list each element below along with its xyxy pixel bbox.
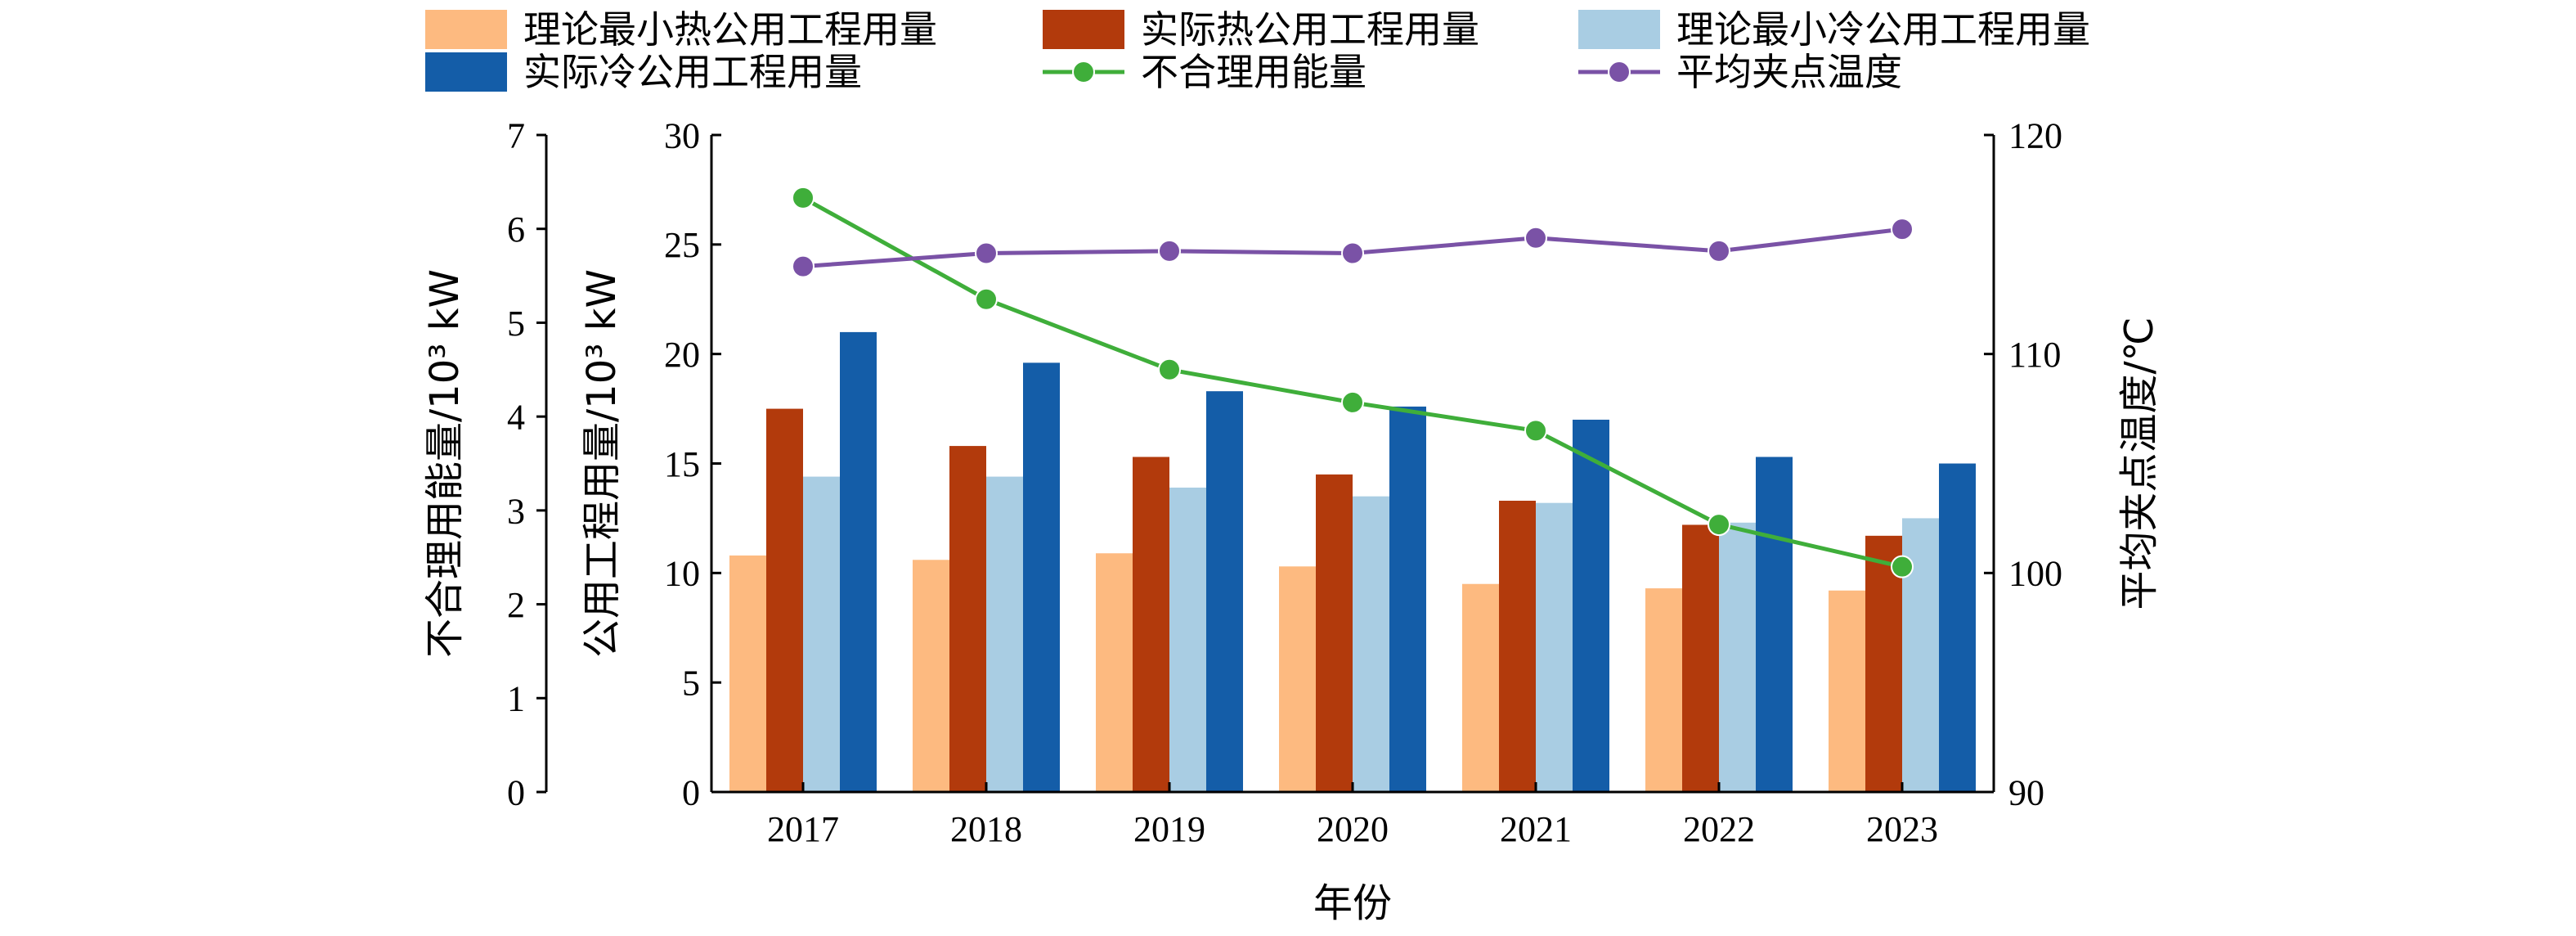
bar-actual-hot-2020 bbox=[1316, 474, 1353, 792]
bar-actual-cold-2018 bbox=[1023, 362, 1060, 793]
point-irrational-2019 bbox=[1158, 358, 1181, 381]
bar-theory-cold-2018 bbox=[986, 476, 1023, 792]
x-tick-label: 2021 bbox=[1500, 809, 1572, 849]
inner-left-tick-label: 5 bbox=[682, 664, 700, 704]
point-pinch-2017 bbox=[792, 254, 815, 278]
outer-left-axis-title: 不合理用能量/10³ kW bbox=[422, 269, 468, 658]
legend-label: 实际冷公用工程用量 bbox=[523, 50, 862, 94]
outer-left-tick-label: 1 bbox=[507, 679, 525, 719]
bar-theory-hot-2022 bbox=[1645, 588, 1682, 792]
bar-theory-hot-2018 bbox=[913, 560, 949, 792]
right-axis-title: 平均夹点温度/℃ bbox=[2116, 317, 2162, 610]
bar-actual-cold-2019 bbox=[1206, 391, 1243, 792]
point-irrational-2022 bbox=[1708, 513, 1730, 537]
inner-left-tick-label: 10 bbox=[664, 554, 700, 594]
point-irrational-2018 bbox=[975, 287, 998, 311]
bar-actual-cold-2021 bbox=[1573, 419, 1609, 792]
bar-actual-hot-2017 bbox=[766, 408, 803, 792]
outer-left-tick-label: 0 bbox=[507, 772, 525, 812]
point-irrational-2017 bbox=[792, 186, 815, 209]
point-pinch-2022 bbox=[1708, 239, 1730, 263]
bar-actual-cold-2020 bbox=[1389, 406, 1426, 792]
point-irrational-2021 bbox=[1524, 419, 1547, 443]
point-pinch-2018 bbox=[975, 241, 998, 265]
point-pinch-2020 bbox=[1341, 241, 1364, 265]
x-tick-label: 2022 bbox=[1683, 809, 1755, 849]
inner-left-tick-label: 25 bbox=[664, 225, 700, 265]
bar-actual-hot-2021 bbox=[1499, 501, 1536, 792]
legend-swatch-actual_cold bbox=[425, 52, 507, 92]
legend-label: 不合理用能量 bbox=[1141, 50, 1367, 94]
inner-left-tick-label: 20 bbox=[664, 335, 700, 375]
bar-theory-cold-2020 bbox=[1353, 496, 1389, 792]
point-irrational-2023 bbox=[1891, 555, 1914, 578]
point-pinch-2019 bbox=[1158, 239, 1181, 263]
x-tick-label: 2019 bbox=[1133, 809, 1205, 849]
inner-left-axis-title: 公用工程用量/10³ kW bbox=[579, 269, 625, 658]
right-tick-label: 110 bbox=[2008, 335, 2061, 375]
right-tick-label: 90 bbox=[2008, 772, 2044, 812]
x-tick-label: 2023 bbox=[1866, 809, 1938, 849]
outer-left-tick-label: 2 bbox=[507, 585, 525, 625]
bar-theory-hot-2019 bbox=[1096, 553, 1133, 792]
legend-swatch-actual_hot bbox=[1043, 10, 1124, 49]
bar-theory-cold-2022 bbox=[1719, 522, 1756, 792]
bar-theory-cold-2019 bbox=[1169, 487, 1206, 792]
inner-left-tick-label: 15 bbox=[664, 444, 700, 484]
bar-actual-hot-2019 bbox=[1133, 457, 1169, 792]
inner-left-tick-label: 0 bbox=[682, 772, 700, 812]
inner-left-tick-label: 30 bbox=[664, 115, 700, 155]
outer-left-tick-label: 3 bbox=[507, 491, 525, 531]
legend-marker-pinch bbox=[1608, 61, 1631, 83]
bar-actual-cold-2023 bbox=[1939, 463, 1976, 792]
bar-actual-hot-2018 bbox=[949, 446, 986, 792]
x-tick-label: 2017 bbox=[767, 809, 839, 849]
bar-theory-hot-2023 bbox=[1829, 590, 1865, 792]
legend-label: 实际热公用工程用量 bbox=[1141, 7, 1479, 52]
x-tick-label: 2020 bbox=[1317, 809, 1389, 849]
bar-actual-hot-2022 bbox=[1682, 524, 1719, 792]
bar-theory-hot-2021 bbox=[1462, 583, 1499, 792]
bar-theory-hot-2020 bbox=[1279, 566, 1316, 792]
point-pinch-2023 bbox=[1891, 218, 1914, 241]
point-pinch-2021 bbox=[1524, 226, 1547, 250]
outer-left-tick-label: 6 bbox=[507, 209, 525, 250]
bar-actual-cold-2022 bbox=[1756, 457, 1793, 792]
legend-label: 平均夹点温度 bbox=[1676, 50, 1902, 94]
legend-marker-irrational bbox=[1072, 61, 1095, 83]
bar-actual-hot-2023 bbox=[1865, 535, 1902, 792]
bar-theory-cold-2021 bbox=[1536, 502, 1573, 792]
bar-theory-hot-2017 bbox=[729, 555, 766, 792]
x-axis-title: 年份 bbox=[1313, 880, 1392, 926]
bar-theory-cold-2017 bbox=[803, 476, 840, 792]
outer-left-tick-label: 4 bbox=[507, 398, 525, 438]
bar-actual-cold-2017 bbox=[840, 331, 877, 792]
outer-left-tick-label: 5 bbox=[507, 304, 525, 344]
right-tick-label: 120 bbox=[2008, 115, 2062, 155]
outer-left-tick-label: 7 bbox=[507, 115, 525, 155]
x-tick-label: 2018 bbox=[950, 809, 1022, 849]
legend-label: 理论最小热公用工程用量 bbox=[523, 7, 937, 52]
right-tick-label: 100 bbox=[2008, 554, 2062, 594]
legend-label: 理论最小冷公用工程用量 bbox=[1676, 7, 2090, 52]
point-irrational-2020 bbox=[1341, 390, 1364, 414]
legend-swatch-theory_hot bbox=[425, 10, 507, 49]
legend-swatch-theory_cold bbox=[1578, 10, 1660, 49]
